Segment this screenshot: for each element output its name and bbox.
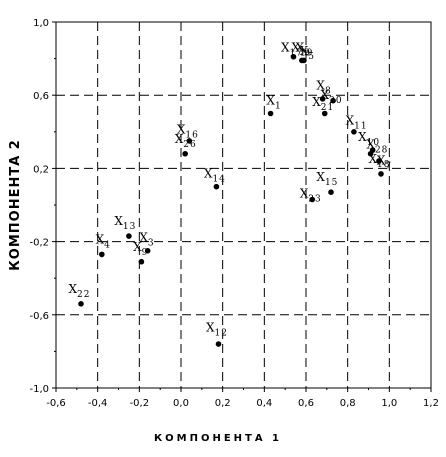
- data-point: [215, 341, 222, 347]
- point-labels: X19X17X5X9X8X1X20X21X11X10X28X18X7X16X26…: [69, 40, 392, 338]
- x-tick-label: 0,2: [215, 398, 231, 409]
- y-tick-label: -0,2: [29, 238, 49, 249]
- data-points: [78, 53, 384, 347]
- data-point: [330, 97, 336, 104]
- point-label: X15: [316, 170, 338, 188]
- point-label: X22: [69, 282, 91, 300]
- x-tick-label: 0,8: [340, 398, 356, 409]
- x-tick-label: 0,6: [298, 398, 314, 409]
- plot-frame: [55, 21, 432, 389]
- point-label: X12: [206, 320, 228, 338]
- data-point: [186, 138, 193, 144]
- data-point: [182, 150, 188, 157]
- point-label: X1: [266, 93, 281, 111]
- data-point: [213, 183, 220, 190]
- data-point: [378, 171, 384, 177]
- point-label: X23: [300, 187, 322, 205]
- data-point: [144, 247, 151, 254]
- x-tick-label: 0,0: [173, 398, 189, 409]
- data-point: [126, 233, 132, 239]
- data-point: [301, 57, 307, 64]
- data-point: [351, 129, 357, 135]
- data-point: [376, 158, 382, 164]
- y-axis-title: КОМПОНЕНТА 2: [8, 139, 23, 271]
- x-tick-label: -0,4: [88, 398, 108, 409]
- data-point: [309, 196, 316, 203]
- data-point: [328, 189, 334, 195]
- y-tick-label: 0,2: [33, 164, 49, 175]
- x-tick-label: -0,6: [46, 398, 66, 409]
- x-tick-label: 1,0: [381, 398, 397, 409]
- y-tick-label: 0,6: [33, 91, 49, 102]
- x-tick-label: 0,4: [256, 398, 272, 409]
- axis-ticks: -0,6 -0,4 -0,2 0,0 0,2 0,4 0,6 0,8 1,0 1,2 -1,0 -0,…: [29, 18, 438, 409]
- data-point: [78, 301, 84, 307]
- y-tick-label: -1,0: [29, 384, 49, 395]
- x-tick-label: -0,2: [130, 398, 150, 409]
- grid-lines: [56, 22, 431, 388]
- y-tick-label: -0,6: [29, 311, 49, 322]
- data-point: [99, 251, 105, 258]
- x-axis-title: КОМПОНЕНТА 1: [154, 433, 282, 444]
- point-label: X13: [114, 214, 136, 232]
- data-point: [321, 110, 328, 117]
- data-point: [319, 96, 326, 102]
- data-point: [367, 150, 374, 157]
- data-point: [267, 110, 274, 117]
- data-point: [138, 258, 145, 265]
- y-tick-label: 1,0: [33, 18, 49, 29]
- point-label: X11: [346, 113, 368, 131]
- x-tick-label: 1,2: [423, 398, 439, 409]
- data-point: [290, 53, 297, 60]
